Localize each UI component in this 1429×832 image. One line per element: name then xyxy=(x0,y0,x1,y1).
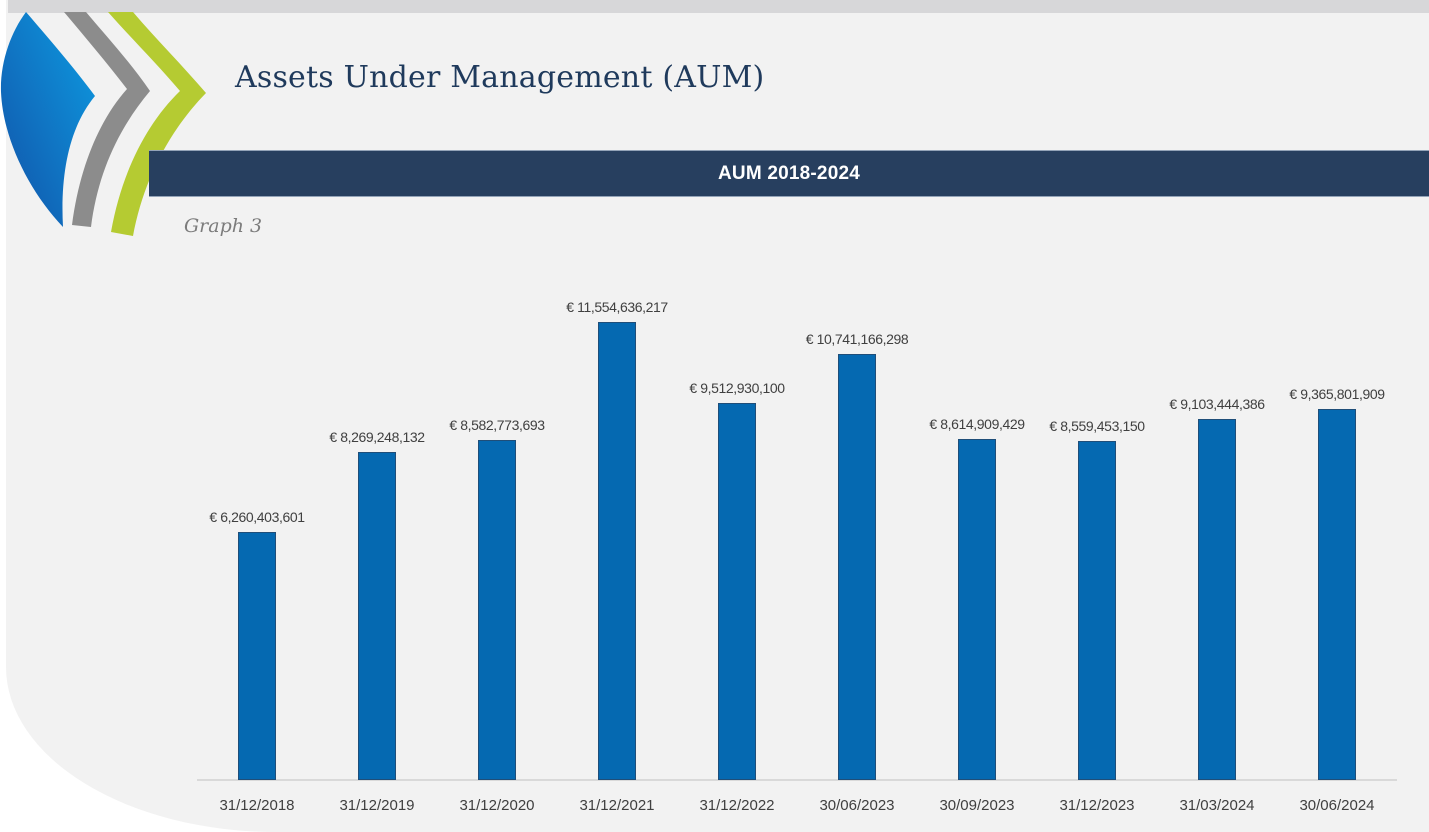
x-axis-tick-label: 31/12/2020 xyxy=(459,797,535,814)
logo-green-swoosh xyxy=(108,12,206,236)
x-axis-tick-label: 30/06/2024 xyxy=(1299,797,1375,814)
x-axis-tick-label: 30/09/2023 xyxy=(939,797,1015,814)
x-axis-tick-label: 31/12/2022 xyxy=(699,797,775,814)
bar xyxy=(838,354,876,780)
bar-value-label: € 8,269,248,132 xyxy=(329,429,425,445)
bar xyxy=(958,439,996,780)
page-title: Assets Under Management (AUM) xyxy=(235,60,765,95)
bar-slot: € 8,614,909,429 30/09/2023 xyxy=(917,280,1037,814)
bar xyxy=(718,403,756,780)
bar-value-label: € 9,365,801,909 xyxy=(1289,386,1385,402)
bar-value-label: € 11,554,636,217 xyxy=(566,299,668,315)
bar-slot: € 9,512,930,100 31/12/2022 xyxy=(677,280,797,814)
bar xyxy=(1318,409,1356,780)
bar-value-label: € 9,512,930,100 xyxy=(689,380,785,396)
x-axis-tick-label: 31/03/2024 xyxy=(1179,797,1255,814)
bar-value-label: € 6,260,403,601 xyxy=(209,509,305,525)
graph-caption: Graph 3 xyxy=(184,215,263,237)
bar-slot: € 9,103,444,386 31/03/2024 xyxy=(1157,280,1277,814)
bar xyxy=(478,440,516,780)
bar-slot: € 8,582,773,693 31/12/2020 xyxy=(437,280,557,814)
bar-value-label: € 8,582,773,693 xyxy=(449,417,545,433)
x-axis-tick-label: 31/12/2023 xyxy=(1059,797,1135,814)
x-axis-tick-label: 31/12/2018 xyxy=(219,797,295,814)
bar xyxy=(598,322,636,780)
bar xyxy=(238,532,276,780)
bar-slot: € 6,260,403,601 31/12/2018 xyxy=(197,280,317,814)
bar-slot: € 9,365,801,909 30/06/2024 xyxy=(1277,280,1397,814)
bar-value-label: € 9,103,444,386 xyxy=(1169,396,1265,412)
logo-gray-swoosh xyxy=(64,12,150,227)
logo-blue-swoosh xyxy=(0,12,95,227)
bar-slot: € 8,559,453,150 31/12/2023 xyxy=(1037,280,1157,814)
bar xyxy=(1078,441,1116,780)
bar-chart-plot: € 6,260,403,601 31/12/2018 € 8,269,248,132… xyxy=(197,280,1397,814)
x-axis-tick-label: 31/12/2019 xyxy=(339,797,415,814)
bar-slot: € 10,741,166,298 30/06/2023 xyxy=(797,280,917,814)
bar-value-label: € 8,559,453,150 xyxy=(1049,418,1145,434)
chart-title-banner: AUM 2018-2024 xyxy=(149,150,1429,197)
bar-slot: € 8,269,248,132 31/12/2019 xyxy=(317,280,437,814)
bar-value-label: € 10,741,166,298 xyxy=(805,331,909,347)
chart-title-text: AUM 2018-2024 xyxy=(717,162,860,184)
bar xyxy=(358,452,396,780)
bar xyxy=(1198,419,1236,780)
x-axis-line xyxy=(197,779,1397,781)
bar-value-label: € 8,614,909,429 xyxy=(929,416,1025,432)
chevron-logo-icon xyxy=(0,12,206,236)
top-edge-strip xyxy=(8,0,1429,13)
x-axis-tick-label: 30/06/2023 xyxy=(819,797,895,814)
bar-slot: € 11,554,636,217 31/12/2021 xyxy=(557,280,677,814)
x-axis-tick-label: 31/12/2021 xyxy=(579,797,655,814)
